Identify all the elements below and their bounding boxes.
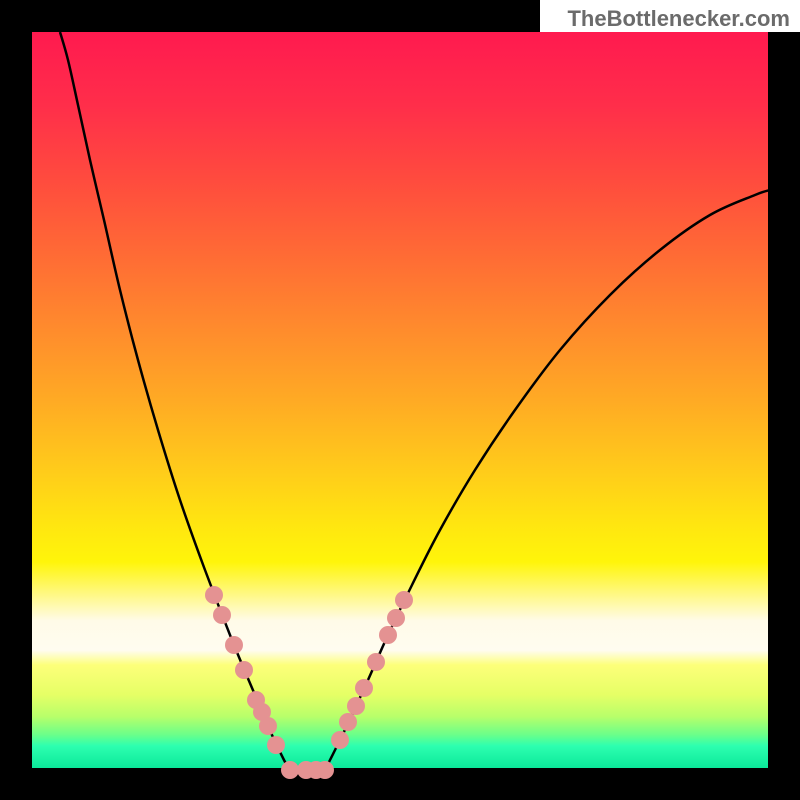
data-point: [395, 591, 413, 609]
data-point: [267, 736, 285, 754]
data-point: [355, 679, 373, 697]
plot-background: [32, 32, 768, 768]
data-point: [339, 713, 357, 731]
data-point: [205, 586, 223, 604]
data-point: [387, 609, 405, 627]
data-point: [347, 697, 365, 715]
data-point: [225, 636, 243, 654]
data-point: [379, 626, 397, 644]
data-point: [259, 717, 277, 735]
chart-svg: [0, 0, 800, 800]
trough-dots: [281, 761, 334, 779]
data-point: [281, 761, 299, 779]
watermark-text: TheBottlenecker.com: [567, 6, 790, 32]
data-point: [235, 661, 253, 679]
data-point: [367, 653, 385, 671]
data-point: [213, 606, 231, 624]
data-point: [331, 731, 349, 749]
data-point: [316, 761, 334, 779]
bottleneck-chart: TheBottlenecker.com: [0, 0, 800, 800]
